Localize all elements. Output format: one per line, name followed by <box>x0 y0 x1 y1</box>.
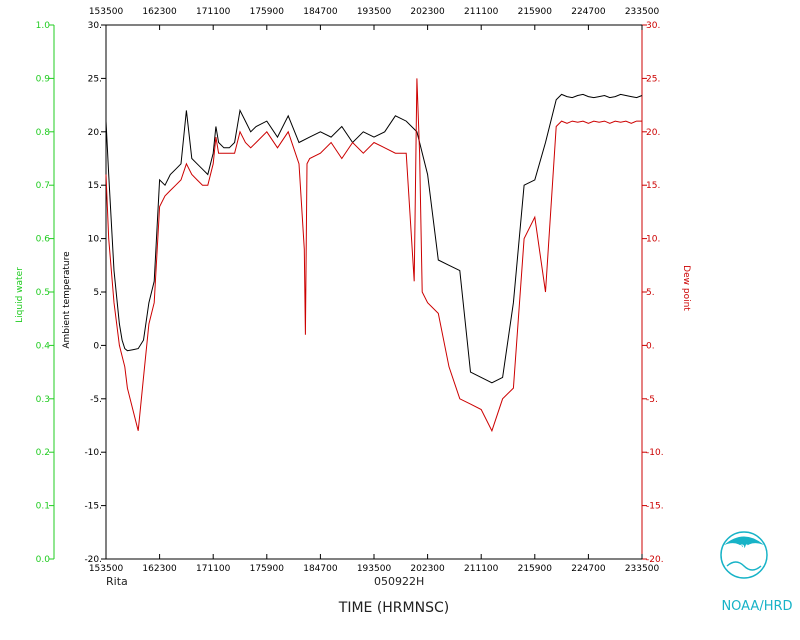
x-bottom-tick-label-10: 233500 <box>625 564 660 574</box>
x-bottom-tick-label-4: 184700 <box>303 564 338 574</box>
x-bottom-tick-label-0: 153500 <box>89 564 124 574</box>
inner-axis-tick-label-1: -15. <box>84 502 102 512</box>
storm-label: Rita <box>106 575 128 588</box>
inner-axis-tick-label-3: -5. <box>90 395 102 405</box>
noaa-emblem-text: NOAA <box>734 544 754 551</box>
right-axis-tick-label-1: -15. <box>646 502 664 512</box>
x-axis-ticks-top: 153500 162300 171100 175900 184700 193500 2023… <box>89 7 660 30</box>
left-axis-title: Liquid water <box>15 267 25 323</box>
inner-axis-tick-label-10: 30. <box>88 21 102 31</box>
right-axis-tick-label-9: 25. <box>646 74 660 84</box>
x-bottom-tick-label-1: 162300 <box>142 564 177 574</box>
x-top-tick-label-7: 211100 <box>464 7 499 17</box>
x-top-tick-label-3: 175900 <box>250 7 285 17</box>
series-line-1 <box>105 78 642 433</box>
left-axis-tick-label-1: 0.1 <box>36 502 50 512</box>
x-top-tick-label-8: 215900 <box>518 7 553 17</box>
right-axis-tick-label-10: 30. <box>646 21 660 31</box>
right-axis-ticks: -20. -15. -10. -5. 0. 5. 10. 15. 20. 25. 30. <box>642 21 664 565</box>
x-bottom-tick-label-3: 175900 <box>250 564 285 574</box>
noaa-logo: NOAA NOAA/HRD <box>720 531 793 614</box>
noaa-emblem-bird <box>724 536 764 548</box>
left-axis-tick-label-0: 0.0 <box>36 555 51 565</box>
x-top-tick-label-5: 193500 <box>357 7 392 17</box>
right-axis-tick-label-8: 20. <box>646 128 660 138</box>
axes <box>53 24 643 560</box>
left-axis-tick-label-5: 0.5 <box>36 288 50 298</box>
series-line-0 <box>105 93 643 384</box>
series-layer <box>105 78 643 433</box>
inner-axis-tick-label-5: 5. <box>93 288 102 298</box>
x-bottom-tick-label-6: 202300 <box>410 564 445 574</box>
inner-axis-tick-label-2: -10. <box>84 448 102 458</box>
x-top-tick-label-10: 233500 <box>625 7 660 17</box>
right-axis-tick-label-0: -20. <box>646 555 664 565</box>
x-top-tick-label-4: 184700 <box>303 7 338 17</box>
right-axis-tick-label-4: 0. <box>646 341 655 351</box>
inner-axis-tick-label-7: 15. <box>88 181 102 191</box>
right-axis-tick-label-2: -10. <box>646 448 664 458</box>
right-axis-title: Dew point <box>681 265 691 311</box>
right-axis-tick-label-7: 15. <box>646 181 660 191</box>
left-axis-tick-label-9: 0.9 <box>36 74 51 84</box>
x-axis-ticks-bottom: 153500 162300 171100 175900 184700 193500 2023… <box>89 554 660 574</box>
x-axis-title: TIME (HRMNSC) <box>338 600 449 616</box>
inner-axis-tick-label-9: 25. <box>88 74 102 84</box>
x-bottom-tick-label-2: 171100 <box>196 564 231 574</box>
inner-axis-title: Ambient temperature <box>62 251 72 349</box>
inner-axis-tick-label-6: 10. <box>88 235 102 245</box>
noaa-caption: NOAA/HRD <box>721 599 792 614</box>
noaa-emblem-wave <box>726 561 762 571</box>
left-axis-tick-label-2: 0.2 <box>36 448 50 458</box>
x-bottom-tick-label-8: 215900 <box>518 564 553 574</box>
date-label: 050922H <box>374 575 424 588</box>
right-axis-tick-label-5: 5. <box>646 288 655 298</box>
x-top-tick-label-0: 153500 <box>89 7 124 17</box>
right-axis-tick-label-3: -5. <box>646 395 658 405</box>
right-axis-tick-label-6: 10. <box>646 235 660 245</box>
left-axis-tick-label-4: 0.4 <box>36 341 51 351</box>
left-axis-tick-label-7: 0.7 <box>36 181 50 191</box>
x-top-tick-label-6: 202300 <box>410 7 445 17</box>
left-axis-tick-label-10: 1.0 <box>36 21 51 31</box>
x-bottom-tick-label-7: 211100 <box>464 564 499 574</box>
inner-axis-ticks: -20. -15. -10. -5. 0. 5. 10. 15. 20. 25. 30. <box>84 21 106 565</box>
noaa-emblem-circle <box>720 531 768 579</box>
x-bottom-tick-label-9: 224700 <box>571 564 606 574</box>
left-axis-tick-label-6: 0.6 <box>36 235 51 245</box>
x-top-tick-label-1: 162300 <box>142 7 177 17</box>
left-axis-tick-label-8: 0.8 <box>36 128 51 138</box>
x-top-tick-label-2: 171100 <box>196 7 231 17</box>
plot-frame <box>105 24 643 560</box>
inner-axis-tick-label-0: -20. <box>84 555 102 565</box>
inner-axis-tick-label-8: 20. <box>88 128 102 138</box>
inner-axis-tick-label-4: 0. <box>93 341 102 351</box>
left-axis-ticks: 0.0 0.1 0.2 0.3 0.4 0.5 0.6 0.7 0.8 0.9 1.0 <box>36 21 54 565</box>
x-bottom-tick-label-5: 193500 <box>357 564 392 574</box>
left-axis-tick-label-3: 0.3 <box>36 395 50 405</box>
x-top-tick-label-9: 224700 <box>571 7 606 17</box>
